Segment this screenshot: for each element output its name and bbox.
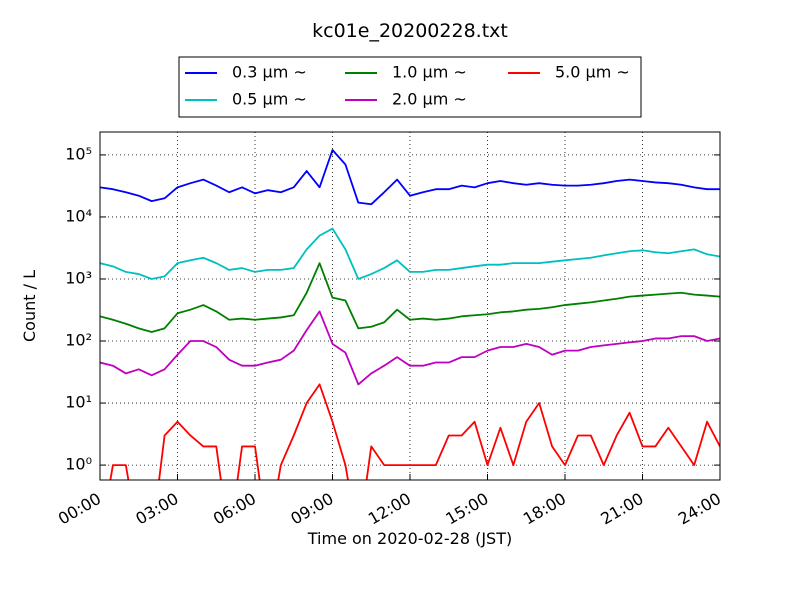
x-tick-label: 03:00 [132,489,181,529]
x-tick-label: 15:00 [442,489,491,529]
series-line [100,227,720,280]
legend-label: 0.5 μm ~ [232,90,307,109]
y-tick-label: 10¹ [65,393,92,412]
x-tick-label: 24:00 [675,489,724,529]
legend-label: 5.0 μm ~ [555,63,630,82]
legend-box [178,56,642,118]
series-line [100,310,720,386]
y-tick-label: 10² [65,331,92,350]
y-tick-label: 10³ [65,268,92,287]
series-line [109,383,720,480]
y-tick-label: 10⁰ [65,455,92,474]
plot-lines [100,149,720,480]
x-tick-label: 21:00 [597,489,646,529]
grid [99,132,721,480]
y-tick-label: 10⁴ [65,206,92,225]
y-tick-label: 10⁵ [65,144,92,163]
x-axis-label: Time on 2020-02-28 (JST) [307,529,512,548]
series-line [100,149,720,206]
x-tick-label: 18:00 [520,489,569,529]
legend-label: 1.0 μm ~ [392,63,467,82]
x-tick-label: 00:00 [55,489,104,529]
y-axis-label: Count / L [20,270,39,342]
x-tick-label: 06:00 [210,489,259,529]
x-tick-label: 09:00 [287,489,336,529]
legend-label: 2.0 μm ~ [392,90,467,109]
chart-title: kc01e_20200228.txt [312,20,508,42]
series-line [100,262,720,333]
legend-label: 0.3 μm ~ [232,63,307,82]
x-tick-label: 12:00 [365,489,414,529]
